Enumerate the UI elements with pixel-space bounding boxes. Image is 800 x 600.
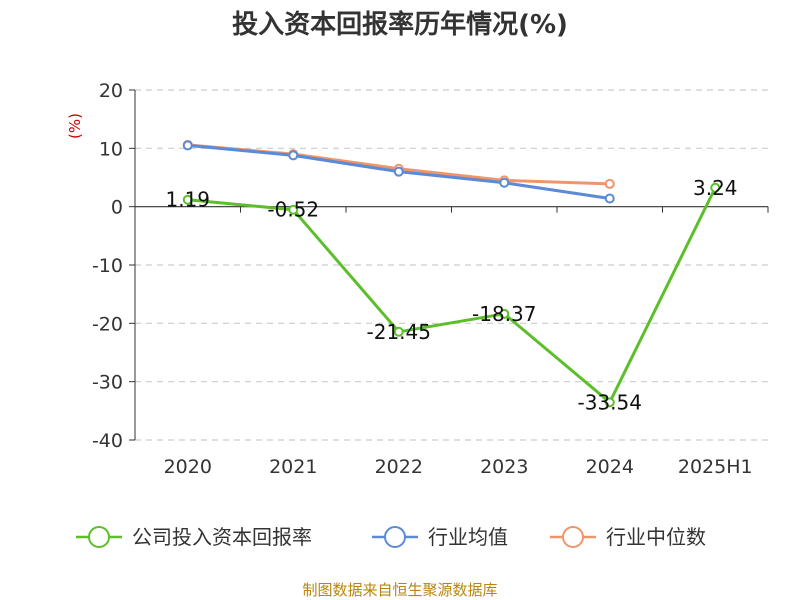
x-tick-label: 2021 bbox=[269, 456, 317, 478]
data-point bbox=[604, 193, 615, 204]
grid-lines bbox=[135, 89, 768, 441]
y-tick-label: 0 bbox=[111, 197, 123, 219]
x-tick-label: 2023 bbox=[480, 456, 528, 478]
y-tick-label: 20 bbox=[99, 80, 123, 102]
legend-label: 行业均值 bbox=[428, 525, 508, 549]
x-tick-label: 2025H1 bbox=[678, 456, 753, 478]
series-points bbox=[182, 139, 721, 408]
data-point bbox=[499, 177, 510, 188]
source-note: 制图数据来自恒生聚源数据库 bbox=[302, 581, 497, 599]
legend: 公司投入资本回报率 行业均值 行业中位数 bbox=[76, 525, 706, 549]
data-point bbox=[604, 397, 615, 408]
axes: 20 10 0 -10 -20 -30 -40 2020 2021 2022 2023 2024 202… bbox=[92, 80, 769, 478]
data-point bbox=[393, 326, 404, 337]
data-label: 1.19 bbox=[165, 188, 210, 212]
data-label: -33.54 bbox=[578, 390, 642, 414]
y-tick-label: -20 bbox=[92, 313, 123, 335]
chart-title: 投入资本回报率历年情况(%) bbox=[232, 9, 568, 40]
legend-label: 行业中位数 bbox=[606, 525, 706, 549]
data-point bbox=[710, 182, 721, 193]
legend-label: 公司投入资本回报率 bbox=[132, 525, 312, 549]
y-tick-label: -30 bbox=[92, 372, 123, 394]
y-tick-label: -40 bbox=[92, 430, 123, 452]
series-line-0 bbox=[187, 187, 717, 404]
y-axis-unit: (%) bbox=[66, 113, 84, 139]
data-point bbox=[499, 308, 510, 319]
legend-marker bbox=[88, 526, 110, 548]
data-point bbox=[288, 204, 299, 215]
legend-marker bbox=[384, 526, 406, 548]
series-lines bbox=[187, 143, 717, 404]
y-tick-label: -10 bbox=[92, 255, 123, 277]
data-label: -18.37 bbox=[472, 302, 536, 326]
data-point bbox=[604, 178, 615, 189]
x-tick-label: 2022 bbox=[375, 456, 423, 478]
x-tick-label: 2024 bbox=[586, 456, 634, 478]
data-point bbox=[393, 166, 404, 177]
data-label: -21.45 bbox=[367, 320, 431, 344]
legend-marker bbox=[562, 526, 584, 548]
y-tick-label: 10 bbox=[99, 138, 123, 160]
data-point bbox=[182, 140, 193, 151]
x-tick-label: 2020 bbox=[164, 456, 212, 478]
data-label: 3.24 bbox=[693, 176, 738, 200]
data-label: -0.52 bbox=[267, 198, 319, 222]
data-point bbox=[182, 194, 193, 205]
data-point bbox=[288, 150, 299, 161]
data-labels: 1.19 -0.52 -21.45 -18.37 -33.54 3.24 bbox=[165, 176, 737, 415]
